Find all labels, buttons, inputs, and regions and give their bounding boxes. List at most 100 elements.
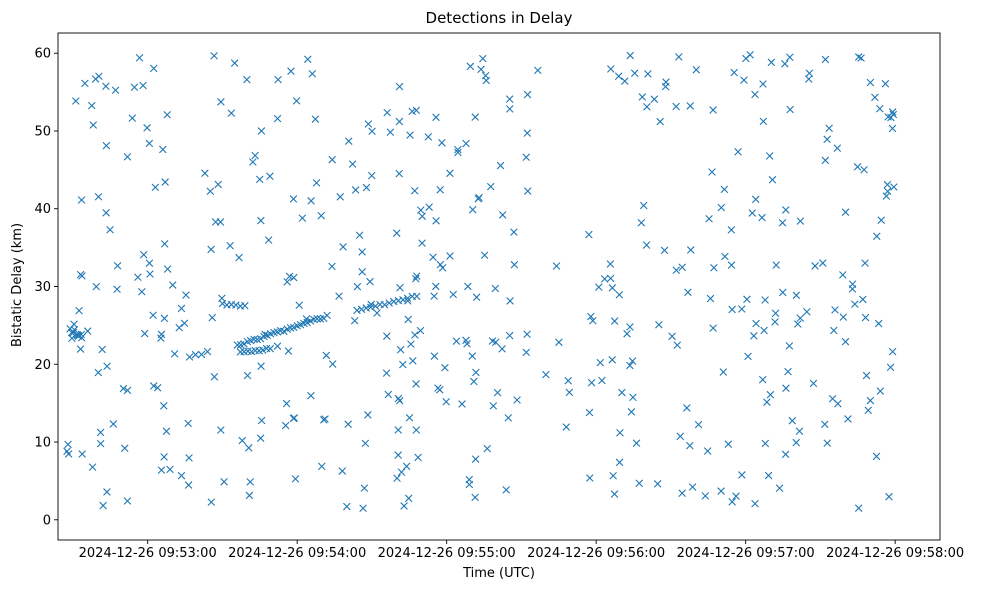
- data-point: [317, 211, 326, 220]
- data-point: [399, 360, 407, 369]
- data-point: [226, 241, 234, 250]
- data-point: [403, 294, 412, 303]
- data-point: [890, 183, 898, 191]
- data-point: [721, 252, 729, 261]
- data-point: [257, 416, 266, 425]
- data-point: [888, 124, 897, 133]
- y-tick-label: 30: [34, 280, 51, 295]
- data-point: [281, 421, 290, 430]
- data-point: [805, 69, 814, 78]
- data-point: [206, 187, 215, 196]
- data-point: [859, 295, 867, 304]
- data-point: [244, 444, 253, 452]
- data-point: [668, 332, 676, 341]
- data-point: [462, 139, 470, 148]
- data-point: [615, 290, 624, 299]
- data-point: [207, 498, 216, 506]
- data-point: [414, 453, 422, 462]
- data-point: [170, 350, 179, 358]
- data-point: [123, 153, 132, 161]
- data-point: [642, 241, 651, 249]
- data-point: [708, 168, 716, 176]
- data-point: [598, 376, 606, 385]
- data-point: [811, 262, 819, 270]
- data-point: [479, 54, 487, 63]
- data-point: [257, 216, 265, 225]
- data-point: [182, 291, 190, 299]
- data-point: [430, 352, 439, 360]
- data-point: [351, 186, 360, 194]
- data-point: [78, 272, 86, 280]
- data-point: [353, 282, 362, 291]
- data-point: [405, 413, 414, 422]
- data-point: [394, 394, 403, 403]
- data-point: [477, 65, 485, 74]
- data-point: [68, 334, 76, 343]
- data-point: [168, 281, 177, 289]
- data-point: [860, 165, 868, 174]
- y-tick-label: 60: [34, 47, 51, 62]
- data-point: [585, 474, 594, 482]
- data-point: [608, 356, 617, 364]
- data-point: [149, 382, 158, 390]
- data-point: [785, 342, 794, 350]
- data-point: [466, 62, 475, 71]
- data-point: [607, 65, 615, 73]
- data-point: [214, 180, 222, 189]
- data-point: [102, 82, 110, 91]
- data-point: [839, 313, 848, 321]
- data-point: [175, 323, 183, 332]
- data-point: [862, 371, 871, 380]
- data-point: [653, 480, 662, 488]
- data-point: [534, 66, 542, 75]
- data-point: [412, 274, 420, 283]
- data-point: [742, 54, 750, 63]
- data-point: [555, 338, 563, 347]
- data-point: [763, 398, 771, 406]
- data-point: [782, 206, 790, 214]
- data-point: [885, 492, 893, 501]
- data-point: [78, 450, 86, 458]
- data-point: [432, 113, 440, 122]
- data-point: [881, 79, 890, 88]
- data-point: [458, 400, 466, 408]
- data-point: [874, 319, 883, 328]
- data-point: [123, 497, 132, 505]
- data-point: [184, 419, 192, 428]
- data-point: [311, 115, 320, 123]
- data-point: [589, 316, 597, 325]
- data-point: [483, 444, 491, 453]
- data-point: [432, 282, 440, 291]
- data-point: [145, 259, 154, 267]
- data-point: [359, 504, 367, 513]
- data-point: [432, 217, 440, 225]
- data-point: [818, 259, 827, 267]
- data-point: [146, 270, 154, 278]
- data-point: [274, 75, 282, 84]
- data-point: [322, 351, 331, 360]
- data-point: [522, 348, 531, 357]
- data-point: [436, 260, 445, 269]
- data-point: [766, 390, 775, 399]
- data-point: [257, 362, 265, 370]
- data-point: [364, 411, 372, 419]
- data-point: [434, 384, 442, 392]
- y-tick-label: 20: [34, 358, 51, 373]
- data-point: [416, 206, 425, 214]
- data-point: [139, 81, 147, 90]
- data-point: [462, 336, 470, 345]
- data-point: [750, 332, 758, 340]
- data-point: [795, 427, 804, 435]
- data-point: [385, 299, 393, 307]
- data-point: [452, 337, 461, 345]
- data-point: [106, 225, 114, 234]
- data-point: [210, 373, 219, 381]
- data-point: [609, 471, 617, 480]
- data-point: [392, 229, 401, 237]
- data-point: [564, 376, 572, 385]
- data-point: [706, 294, 715, 303]
- data-point: [218, 294, 226, 303]
- data-point: [821, 420, 829, 429]
- data-point: [796, 314, 805, 322]
- data-point: [694, 420, 703, 429]
